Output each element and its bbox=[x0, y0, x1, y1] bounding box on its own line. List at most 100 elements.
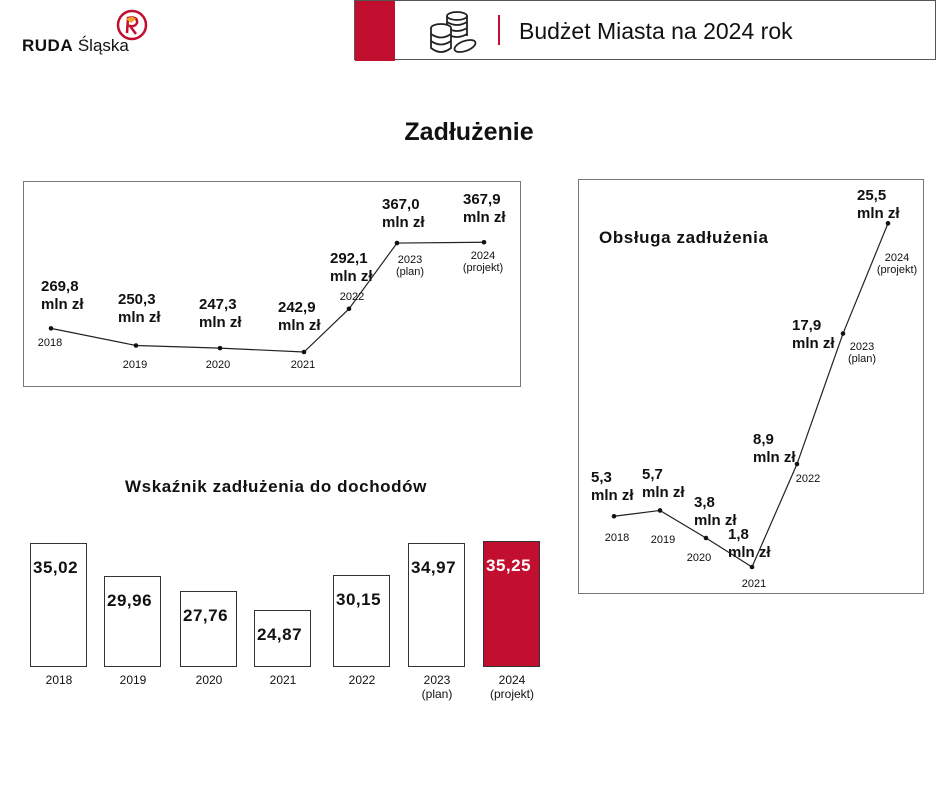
service-year-label: 2021 bbox=[724, 578, 784, 590]
service-line bbox=[613, 223, 889, 568]
value: 1,8 bbox=[728, 526, 749, 543]
service-year-label: 2018 bbox=[587, 532, 647, 544]
ratio-chart-title: Wskaźnik zadłużenia do dochodów bbox=[125, 477, 427, 496]
service-point bbox=[611, 513, 617, 519]
logo-rest: Śląska bbox=[77, 36, 129, 55]
unit: mln zł bbox=[728, 544, 771, 561]
debt-point bbox=[217, 345, 223, 351]
ratio-bar bbox=[254, 609, 311, 667]
debt-value-label: 242,9 mln zł bbox=[278, 299, 321, 335]
service-year-label: 2024 (projekt) bbox=[867, 252, 927, 276]
year-note: (plan) bbox=[421, 687, 453, 701]
value: 8,9 bbox=[753, 431, 774, 448]
unit: mln zł bbox=[118, 309, 161, 326]
year: 2021 bbox=[269, 673, 297, 687]
debt-value-label: 367,0 mln zł bbox=[382, 196, 425, 232]
value: 247,3 bbox=[199, 296, 237, 313]
year: 2020 bbox=[686, 552, 712, 564]
debt-value-label: 269,8 mln zł bbox=[41, 278, 84, 314]
value: 250,3 bbox=[118, 291, 156, 308]
coins-icon bbox=[429, 10, 479, 59]
debt-point bbox=[133, 343, 139, 348]
ratio-bar bbox=[483, 541, 540, 667]
page-title: Zadłużenie bbox=[404, 118, 534, 146]
unit: mln zł bbox=[753, 449, 796, 466]
unit: mln zł bbox=[642, 484, 685, 501]
year-note: (projekt) bbox=[876, 264, 918, 276]
ratio-bar bbox=[180, 590, 237, 667]
value: 367,0 bbox=[382, 196, 420, 213]
banner-divider bbox=[498, 15, 500, 45]
year: 2022 bbox=[348, 673, 376, 687]
ratio-bar bbox=[333, 574, 390, 667]
unit: mln zł bbox=[857, 205, 900, 222]
year-note: (plan) bbox=[847, 353, 877, 365]
debt-year-label: 2018 bbox=[20, 337, 80, 349]
ratio-value-label: 35,02 bbox=[33, 557, 79, 577]
year: 2024 bbox=[470, 250, 496, 262]
debt-year-label: 2022 bbox=[322, 291, 382, 303]
debt-point bbox=[481, 239, 487, 245]
service-value-label: 5,7 mln zł bbox=[642, 466, 685, 502]
value: 5,3 bbox=[591, 469, 612, 486]
debt-year-label: 2019 bbox=[105, 359, 165, 371]
year: 2019 bbox=[122, 359, 148, 371]
debt-value-label: 250,3 mln zł bbox=[118, 291, 161, 327]
ratio-year-label: 2024 (projekt) bbox=[472, 673, 552, 701]
debt-point bbox=[346, 306, 352, 312]
debt-value-label: 367,9 mln zł bbox=[463, 191, 506, 227]
value: 292,1 bbox=[330, 250, 368, 267]
service-point bbox=[749, 564, 755, 570]
year: 2018 bbox=[604, 532, 630, 544]
ratio-value-label: 34,97 bbox=[411, 558, 457, 578]
unit: mln zł bbox=[41, 296, 84, 313]
logo-bold: RUDA bbox=[22, 36, 74, 55]
ratio-year-label: 2019 bbox=[93, 673, 173, 687]
debt-year-label: 2024 (projekt) bbox=[453, 250, 513, 274]
value: 269,8 bbox=[41, 278, 79, 295]
service-year-label: 2023 (plan) bbox=[832, 341, 892, 365]
year: 2018 bbox=[37, 337, 63, 349]
service-value-label: 17,9 mln zł bbox=[792, 317, 835, 353]
logo-emblem bbox=[116, 9, 148, 41]
ratio-value-label: 24,87 bbox=[257, 624, 303, 644]
service-value-label: 3,8 mln zł bbox=[694, 494, 737, 530]
year: 2020 bbox=[195, 673, 223, 687]
ratio-year-label: 2022 bbox=[322, 673, 402, 687]
debt-service-chart-frame bbox=[578, 179, 924, 594]
year: 2023 bbox=[423, 673, 451, 687]
year-note: (projekt) bbox=[489, 687, 534, 701]
service-value-label: 1,8 mln zł bbox=[728, 526, 771, 562]
value: 367,9 bbox=[463, 191, 501, 208]
value: 5,7 bbox=[642, 466, 663, 483]
year: 2019 bbox=[650, 534, 676, 546]
ratio-value-label: 29,96 bbox=[107, 591, 153, 611]
service-year-label: 2022 bbox=[778, 473, 838, 485]
ratio-bar bbox=[104, 576, 161, 667]
ratio-bar bbox=[30, 542, 87, 667]
unit: mln zł bbox=[792, 335, 835, 352]
ratio-year-label: 2021 bbox=[243, 673, 323, 687]
year-note: (projekt) bbox=[462, 262, 504, 274]
banner-accent bbox=[355, 1, 395, 61]
ratio-value-label: 27,76 bbox=[183, 605, 229, 625]
debt-year-label: 2021 bbox=[273, 359, 333, 371]
unit: mln zł bbox=[463, 209, 506, 226]
ratio-year-label: 2018 bbox=[19, 673, 99, 687]
ratio-value-label: 35,25 bbox=[486, 556, 532, 576]
year: 2024 bbox=[884, 252, 910, 264]
value: 25,5 bbox=[857, 187, 887, 204]
service-point bbox=[657, 508, 663, 513]
year: 2019 bbox=[119, 673, 147, 687]
year: 2023 bbox=[397, 254, 423, 266]
debt-year-label: 2020 bbox=[188, 359, 248, 371]
banner-title: Budżet Miasta na 2024 rok bbox=[519, 18, 793, 44]
value: 3,8 bbox=[694, 494, 715, 511]
service-value-label: 8,9 mln zł bbox=[753, 431, 796, 467]
ratio-year-label: 2023 (plan) bbox=[397, 673, 477, 701]
service-point bbox=[794, 461, 800, 467]
ratio-value-label: 30,15 bbox=[336, 589, 382, 609]
logo: RUDA Śląska bbox=[22, 36, 129, 56]
debt-value-label: 292,1 mln zł bbox=[330, 250, 373, 286]
